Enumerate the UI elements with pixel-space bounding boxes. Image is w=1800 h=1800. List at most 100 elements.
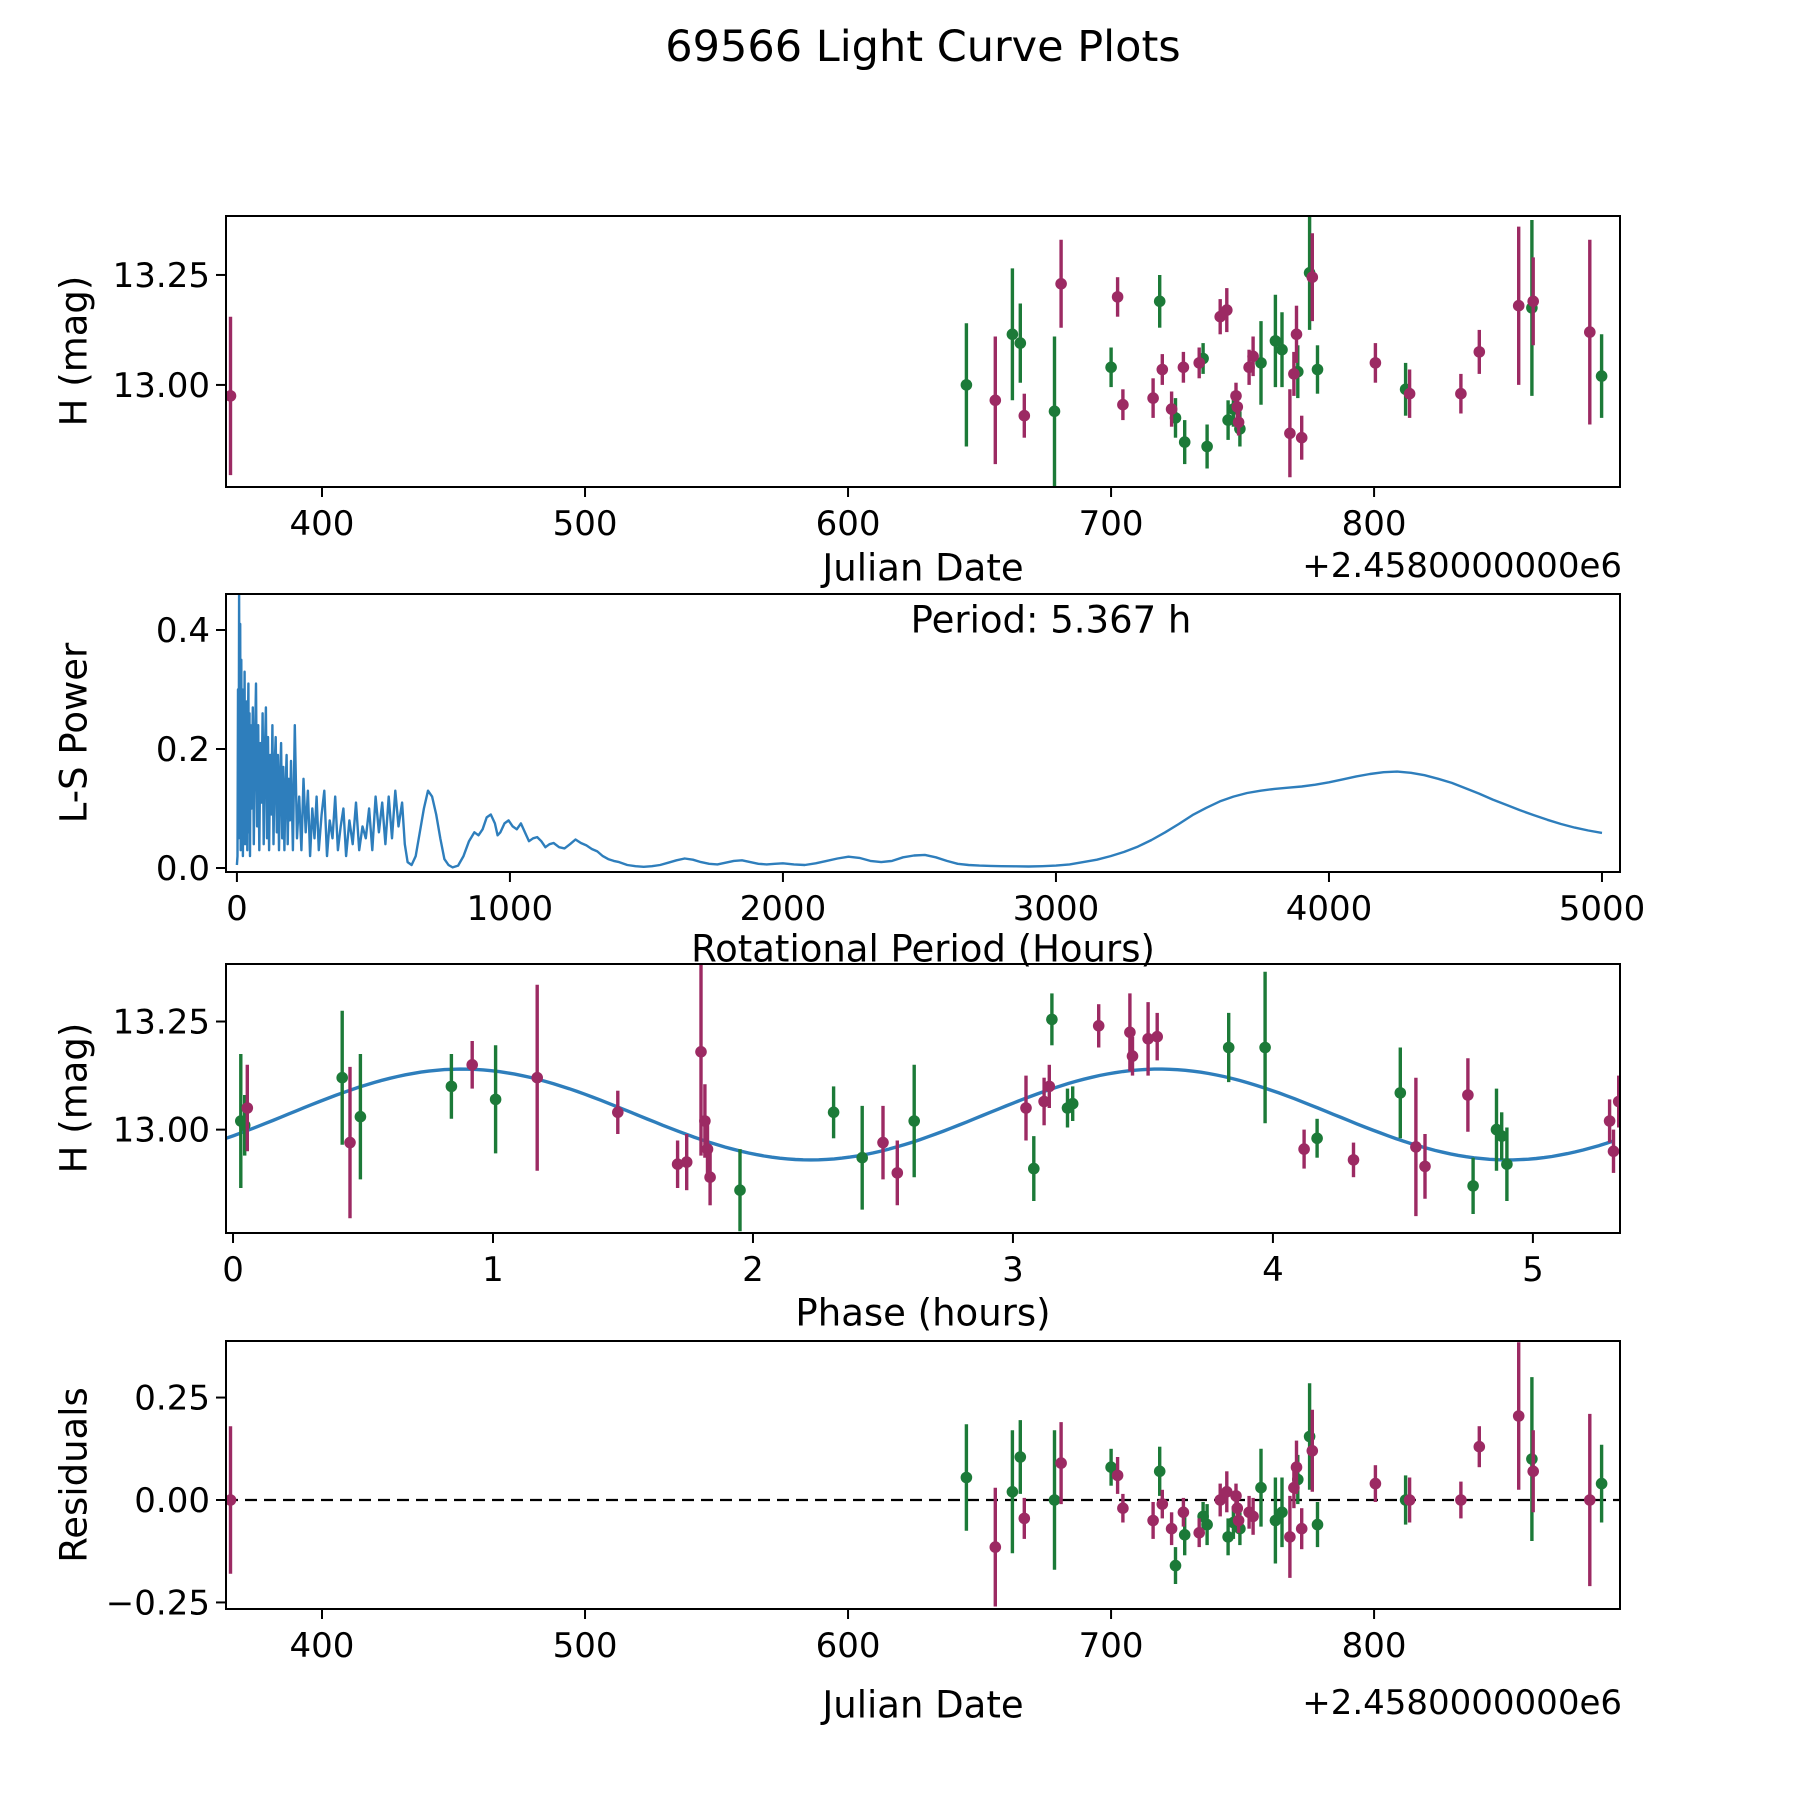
data-point [1178,1529,1191,1541]
data-point [1117,1502,1129,1514]
data-point [1222,1531,1234,1543]
x-offset-text-bottom: +2.4580000000e6 [1302,1683,1622,1723]
data-point [1046,1013,1058,1026]
data-point [1092,1020,1105,1032]
data-point [1178,436,1191,448]
y-tick-label: 13.00 [113,366,210,406]
x-tick-label: 2000 [740,889,827,929]
plot-area-periodogram [235,594,1603,869]
x-tick-label: 800 [1342,504,1407,544]
sine-fit-line [226,1067,1615,1162]
ylabel-ls-power: L-S Power [52,642,96,824]
data-point [877,1136,889,1149]
data-point [445,1080,458,1093]
data-point [908,1115,920,1127]
data-point [695,1046,707,1058]
data-point [1028,1162,1040,1175]
data-point [1055,278,1067,290]
data-point [1276,343,1288,356]
data-point [1147,1514,1159,1527]
axes-spines [225,963,1621,1234]
data-point [989,394,1002,407]
data-point [1298,1143,1310,1155]
data-point [1193,357,1205,369]
data-point [1495,1130,1508,1142]
xlabel-rotational-period: Rotational Period (Hours) [691,927,1155,971]
data-point [1221,1486,1233,1498]
axes-spines [225,1340,1621,1610]
data-point [1048,405,1061,418]
data-point [1020,1102,1032,1114]
y-tick-label: 13.25 [113,1003,210,1043]
data-point [1419,1160,1431,1173]
data-point [354,1110,367,1123]
data-point [1006,328,1019,341]
data-point [1311,363,1324,376]
axes-spines [225,215,1621,488]
data-point [1018,1512,1031,1525]
xlabel-julian-date-bottom: Julian Date [822,1683,1024,1727]
x-tick-label: 800 [1342,1626,1407,1666]
data-point [1014,337,1027,349]
data-point [1595,370,1608,382]
data-point [1527,295,1539,308]
x-tick-label: 4000 [1286,889,1373,929]
data-point [1153,1465,1166,1478]
data-point [1247,1510,1259,1523]
x-tick-label: 700 [1079,504,1144,544]
data-point [1269,335,1282,347]
x-tick-label: 1 [482,1250,504,1290]
y-tick-label: 13.00 [113,1111,210,1151]
data-point [734,1184,746,1196]
data-point [1347,1154,1360,1166]
data-point [960,379,973,391]
data-point [1255,1481,1267,1494]
data-point [1111,1469,1124,1482]
data-point [1295,1522,1308,1535]
data-point [1455,1494,1467,1506]
x-tick-label: 3 [1002,1250,1024,1290]
data-point [1512,1410,1525,1422]
series-purple [226,1342,1596,1607]
y-tick-label: 0.0 [156,849,210,889]
data-point [531,1071,543,1084]
data-point [1311,1518,1324,1531]
data-point [1584,1494,1596,1506]
data-point [960,1471,973,1484]
data-point [1295,431,1308,444]
data-point [1455,387,1467,400]
axes-spines [225,593,1621,873]
x-tick-label: 700 [1079,1626,1144,1666]
data-point [1177,1506,1190,1519]
data-point [1255,357,1267,369]
data-point [1467,1180,1479,1192]
data-point [704,1171,716,1183]
data-point [1201,1518,1213,1531]
data-point [1607,1145,1620,1158]
figure-title: 69566 Light Curve Plots [665,22,1181,72]
data-point [1473,1440,1486,1453]
data-point [1394,1087,1407,1099]
subplot-residuals: 400 500 600 700 800 −0.25 0.00 0.25 [106,1340,1621,1666]
data-point [1276,1506,1288,1519]
data-point [1142,1033,1154,1045]
data-point [1151,1030,1163,1043]
data-point [1232,416,1245,429]
data-point [1147,392,1159,404]
subplot-jd-lightcurve: 400 500 600 700 800 13.00 13.25 [113,215,1621,544]
y-tick-label: 13.25 [113,256,210,296]
data-point [856,1151,868,1164]
data-point [1105,361,1117,374]
data-point [1410,1141,1422,1153]
xlabel-phase-hours: Phase (hours) [795,1291,1051,1335]
x-tick-label: 5 [1522,1250,1544,1290]
data-point [1603,1115,1616,1127]
data-point [1201,440,1213,453]
series-purple [241,964,1620,1219]
y-tick-label: 0.00 [134,1481,210,1521]
data-point [1306,271,1319,284]
x-tick-label: 500 [553,504,618,544]
data-point [1156,363,1169,376]
